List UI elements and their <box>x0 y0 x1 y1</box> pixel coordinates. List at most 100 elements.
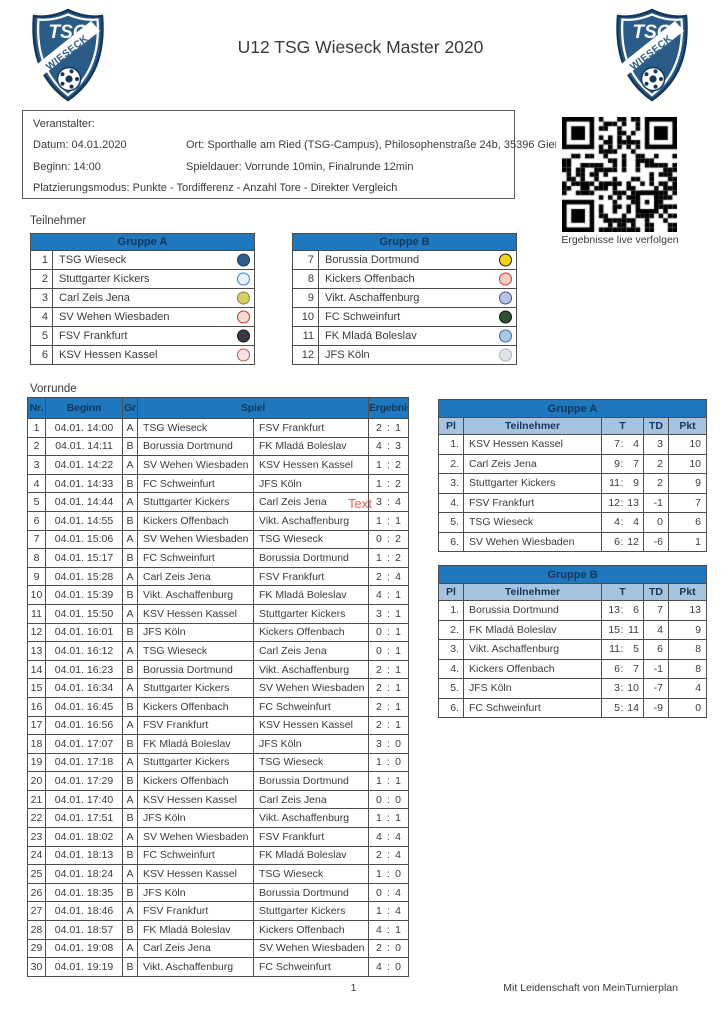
match-home-team: SV Wehen Wiesbaden <box>137 827 254 847</box>
match-score: 3 : 1 <box>368 603 409 624</box>
goals-against: 11 <box>628 623 639 636</box>
standings-place: 6. <box>438 531 464 552</box>
match-home-team: KSV Hessen Kassel <box>137 603 254 624</box>
standings-place: 4. <box>438 492 464 513</box>
tournament-info-box: Veranstalter: Datum: 04.01.2020 Ort: Spo… <box>22 110 619 199</box>
match-number: 5 <box>27 492 46 512</box>
standings-team: Vikt. Aschaffenburg <box>463 639 602 660</box>
match-row: 18 04.01. 17:07 B FK Mladá Boleslav JFS … <box>27 734 409 754</box>
col-header-pkt: Pkt <box>667 583 708 601</box>
team-name: Stuttgarter Kickers <box>59 273 150 285</box>
standings-points: 8 <box>667 658 708 679</box>
match-row: 8 04.01. 15:17 B FC Schweinfurt Borussia… <box>27 548 409 568</box>
match-time: 04.01. 14:44 <box>45 492 123 512</box>
match-home-team: FK Mladá Boleslav <box>137 734 254 754</box>
goals-for: 5 <box>614 701 620 714</box>
match-group: B <box>122 622 138 643</box>
match-time: 04.01. 16:34 <box>45 678 123 698</box>
match-number: 27 <box>27 901 46 922</box>
match-away-team: FK Mladá Boleslav <box>253 845 369 866</box>
col-header-beginn: Beginn <box>45 397 123 419</box>
standings-goals: 6 : 7 <box>601 658 644 679</box>
match-group: A <box>122 678 138 698</box>
standings-group-b-title: Gruppe B <box>437 565 708 584</box>
match-group: A <box>122 529 138 550</box>
match-group: A <box>122 492 138 512</box>
match-score: 2 : 1 <box>368 696 409 717</box>
score-away: 2 <box>395 458 401 471</box>
match-home-team: JFS Köln <box>137 622 254 643</box>
match-score: 4 : 1 <box>368 585 409 605</box>
score-home: 1 <box>376 514 382 527</box>
match-number: 26 <box>27 882 46 903</box>
match-score: 4 : 1 <box>368 920 409 940</box>
standings-table-group-a: Gruppe A Pl Teilnehmer T TD Pkt 1. KSV H… <box>437 399 708 552</box>
match-schedule-table: Nr. Beginn Gr Spiel Ergebnis 1 04.01. 14… <box>27 397 409 977</box>
match-group: A <box>122 938 138 959</box>
goals-for: 9 <box>614 457 620 470</box>
score-separator: : <box>387 626 390 639</box>
goals-against: 4 <box>633 438 639 451</box>
match-away-team: Borussia Dortmund <box>253 882 369 903</box>
standings-row: 2. Carl Zeis Jena 9 : 7 2 10 <box>438 453 708 474</box>
score-separator: : <box>387 905 390 918</box>
standings-row: 6. SV Wehen Wiesbaden 6 : 12 -6 1 <box>438 531 708 552</box>
match-row: 11 04.01. 15:50 A KSV Hessen Kassel Stut… <box>27 603 409 624</box>
match-number: 17 <box>27 715 46 736</box>
col-header-gr: Gr <box>122 397 138 419</box>
group-a-title: Gruppe A <box>30 233 255 251</box>
match-time: 04.01. 14:00 <box>45 418 123 438</box>
match-score: 2 : 0 <box>368 938 409 959</box>
match-home-team: KSV Hessen Kassel <box>137 789 254 810</box>
score-away: 3 <box>395 440 401 453</box>
score-home: 2 <box>376 570 382 583</box>
standings-goal-diff: 4 <box>643 619 669 640</box>
match-away-team: TSG Wieseck <box>253 752 369 773</box>
match-row: 4 04.01. 14:33 B FC Schweinfurt JFS Köln… <box>27 473 409 494</box>
goals-for: 6 <box>614 662 620 675</box>
match-row: 12 04.01. 16:01 B JFS Köln Kickers Offen… <box>27 622 409 643</box>
team-number: 1 <box>30 250 53 270</box>
match-group: A <box>122 789 138 810</box>
goals-against: 13 <box>627 496 639 509</box>
match-score: 2 : 1 <box>368 715 409 736</box>
score-away: 4 <box>395 496 401 509</box>
match-away-team: SV Wehen Wiesbaden <box>253 678 369 698</box>
match-row: 3 04.01. 14:22 A SV Wehen Wiesbaden KSV … <box>27 455 409 475</box>
match-away-team: FSV Frankfurt <box>253 418 369 438</box>
match-away-team: JFS Köln <box>253 734 369 754</box>
standings-goals: 9 : 7 <box>601 453 644 474</box>
match-row: 27 04.01. 18:46 A FSV Frankfurt Stuttgar… <box>27 901 409 922</box>
standings-table-group-b: Gruppe B Pl Teilnehmer T TD Pkt 1. Borus… <box>437 565 708 718</box>
standings-place: 2. <box>438 619 464 640</box>
goals-for: 11 <box>609 643 620 656</box>
team-logo <box>237 272 250 286</box>
score-away: 2 <box>395 533 401 546</box>
goals-separator: : <box>620 496 624 509</box>
team-number: 5 <box>30 326 53 346</box>
team-name: Carl Zeis Jena <box>59 292 130 304</box>
goals-separator: : <box>620 535 624 548</box>
standings-place: 3. <box>438 473 464 494</box>
score-separator: : <box>387 961 390 974</box>
score-home: 4 <box>376 923 382 936</box>
match-group: A <box>122 603 138 624</box>
match-score: 0 : 0 <box>368 789 409 810</box>
match-number: 25 <box>27 864 46 884</box>
match-time: 04.01. 15:39 <box>45 585 123 605</box>
match-time: 04.01. 15:17 <box>45 548 123 568</box>
goals-for: 13 <box>608 604 620 617</box>
match-home-team: Stuttgarter Kickers <box>137 492 254 512</box>
match-home-team: FSV Frankfurt <box>137 901 254 922</box>
match-score: 1 : 1 <box>368 771 409 791</box>
match-away-team: SV Wehen Wiesbaden <box>253 938 369 959</box>
col-header-pkt: Pkt <box>667 417 708 435</box>
match-row: 26 04.01. 18:35 B JFS Köln Borussia Dort… <box>27 882 409 903</box>
team-row: 6 KSV Hessen Kassel <box>30 345 255 365</box>
match-time: 04.01. 18:57 <box>45 920 123 940</box>
datum-value: Datum: 04.01.2020 <box>33 139 127 151</box>
standings-goal-diff: 0 <box>643 512 669 533</box>
team-logo <box>237 329 250 343</box>
match-time: 04.01. 17:40 <box>45 789 123 810</box>
